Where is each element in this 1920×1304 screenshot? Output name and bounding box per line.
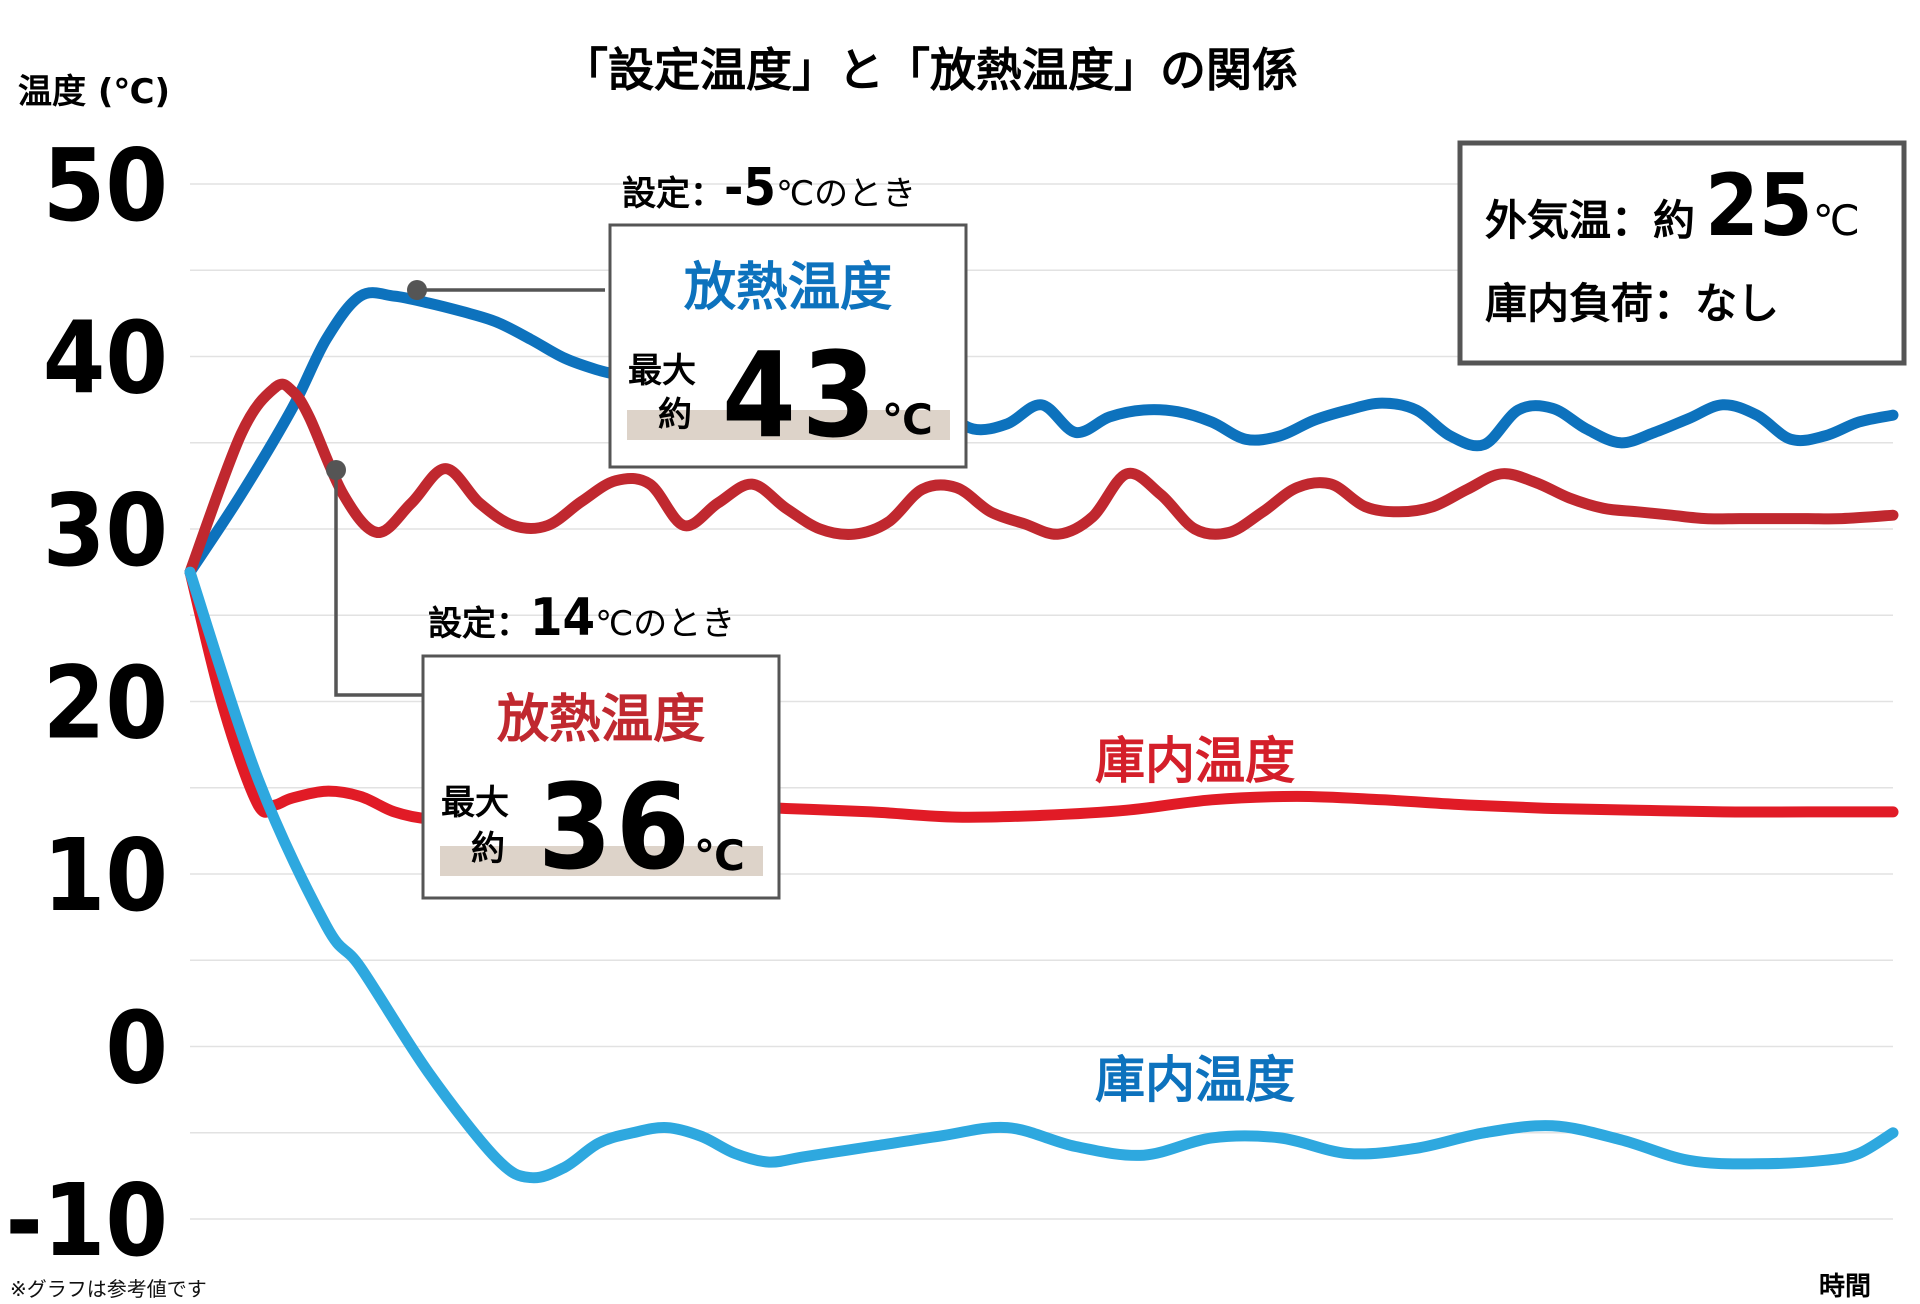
leader-line-red xyxy=(334,470,423,697)
info-outside-label: 外気温：約 xyxy=(1485,196,1695,245)
callout-title-blue: 放熱温度 xyxy=(684,258,892,318)
setting-value: -5 xyxy=(724,158,776,218)
y-tick-label: 0 xyxy=(105,990,168,1107)
y-tick-label: 10 xyxy=(43,817,168,934)
setting-prefix: 設定： xyxy=(428,604,530,644)
info-outside-unit: ℃ xyxy=(1813,196,1860,245)
y-tick-label: 30 xyxy=(43,472,168,589)
approx-label-blue: 約 xyxy=(658,395,692,435)
series-lines xyxy=(184,287,1899,1184)
chart-title: 「設定温度」と「放熱温度」の関係 xyxy=(562,43,1298,97)
approx-label-red: 約 xyxy=(471,829,505,869)
unit-red: ℃ xyxy=(694,831,745,880)
leader-dot-blue xyxy=(407,280,427,300)
info-outside-temp: 外気温：約 25℃ xyxy=(1485,156,1860,256)
callout-title-red: 放熱温度 xyxy=(497,690,705,750)
max-label-blue: 最大 xyxy=(628,351,696,391)
footnote: ※グラフは参考値です xyxy=(10,1277,207,1301)
series-line-box-red xyxy=(184,566,1899,825)
y-tick-label: 20 xyxy=(43,645,168,762)
setting-suffix: ℃のとき xyxy=(776,174,916,214)
max-label-red: 最大 xyxy=(441,783,509,823)
series-line-box-blue xyxy=(184,566,1899,1184)
series-line-heat-red xyxy=(184,378,1899,578)
info-outside-value: 25 xyxy=(1705,156,1813,256)
setting-label-blue: 設定：-5℃のとき xyxy=(622,158,916,218)
x-axis-label: 時間 xyxy=(1819,1272,1871,1302)
y-axis-label: 温度 (℃) xyxy=(18,72,170,112)
max-value-blue: 43 xyxy=(722,326,882,464)
info-load: 庫内負荷：なし xyxy=(1485,279,1779,328)
series-line-heat-blue xyxy=(184,287,1899,578)
y-tick-label: 50 xyxy=(43,127,168,244)
callout-bar-red xyxy=(440,846,763,876)
y-tick-label: 40 xyxy=(43,300,168,417)
setting-label-red: 設定：14℃のとき xyxy=(428,588,735,648)
setting-prefix: 設定： xyxy=(622,174,724,214)
series-label-blue: 庫内温度 xyxy=(1095,1051,1295,1109)
setting-value: 14 xyxy=(530,588,595,648)
y-tick-label: -10 xyxy=(5,1162,168,1279)
leader-dot-red xyxy=(326,460,346,480)
series-label-red: 庫内温度 xyxy=(1095,732,1295,790)
callout-bar-blue xyxy=(627,410,950,440)
unit-blue: ℃ xyxy=(882,395,933,444)
max-value-red: 36 xyxy=(538,758,694,896)
y-ticks: 50 40 30 20 10 0 -10 xyxy=(5,127,168,1279)
setting-suffix: ℃のとき xyxy=(595,604,735,644)
info-box xyxy=(1457,140,1907,366)
